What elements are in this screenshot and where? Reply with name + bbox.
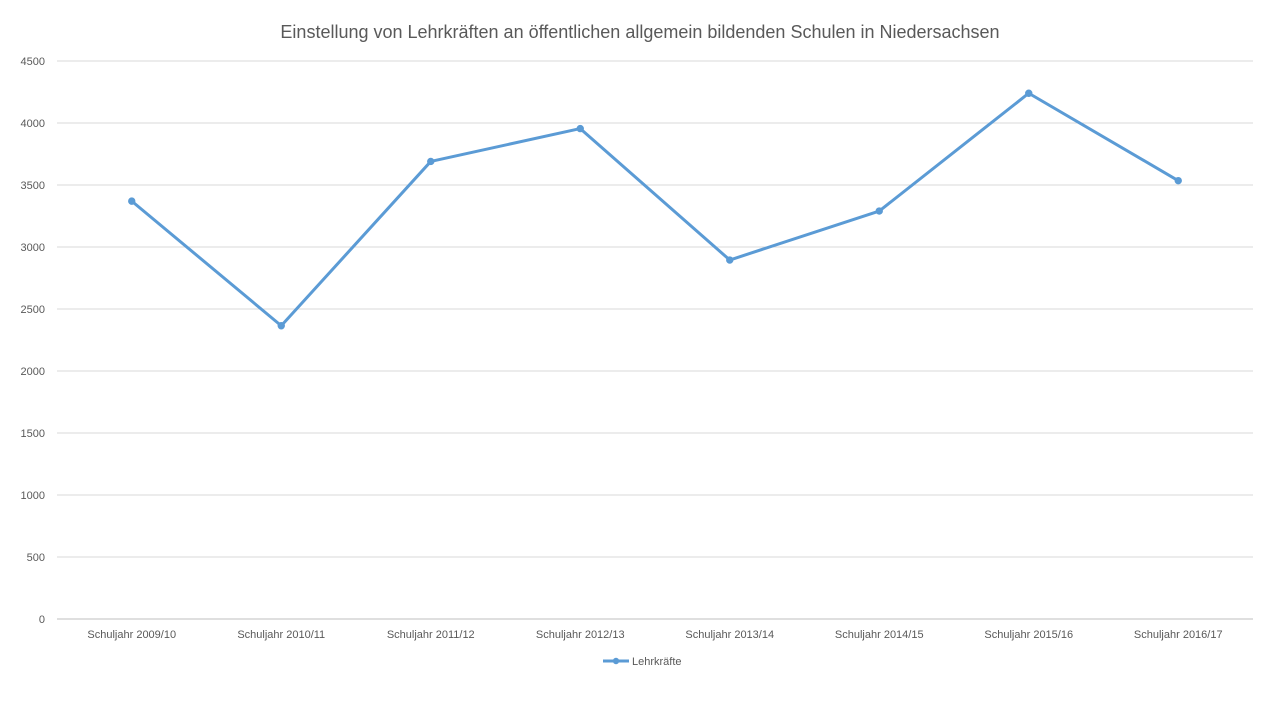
y-tick-label: 1500 [21, 428, 45, 440]
y-tick-label: 4000 [21, 118, 45, 130]
legend-marker [612, 657, 620, 665]
y-tick-label: 3500 [21, 180, 45, 192]
y-tick-label: 2500 [21, 304, 45, 316]
data-point [128, 197, 136, 205]
y-tick-label: 3000 [21, 242, 45, 254]
y-tick-label: 2000 [21, 366, 45, 378]
data-point [1025, 89, 1033, 97]
x-tick-label: Schuljahr 2014/15 [835, 629, 924, 641]
x-tick-label: Schuljahr 2010/11 [237, 629, 325, 641]
x-tick-label: Schuljahr 2015/16 [984, 629, 1073, 641]
x-tick-label: Schuljahr 2012/13 [536, 629, 625, 641]
data-point [576, 124, 584, 133]
data-point [427, 157, 435, 166]
series-line [130, 91, 1180, 328]
x-tick-label: Schuljahr 2013/14 [685, 629, 774, 641]
data-point [726, 256, 734, 264]
data-point [277, 322, 285, 330]
data-point [875, 207, 883, 215]
x-tick-label: Schuljahr 2011/12 [387, 629, 475, 641]
y-tick-label: 500 [27, 552, 45, 564]
y-tick-label: 0 [39, 614, 45, 626]
legend-label: Lehrkräfte [632, 656, 682, 668]
chart-title: Einstellung von Lehrkräften an öffentlic… [280, 22, 1000, 42]
y-tick-label: 1000 [21, 490, 45, 502]
data-point [1174, 176, 1182, 185]
y-tick-label: 4500 [21, 56, 45, 68]
x-tick-label: Schuljahr 2009/10 [87, 629, 176, 641]
x-tick-label: Schuljahr 2016/17 [1134, 629, 1223, 641]
